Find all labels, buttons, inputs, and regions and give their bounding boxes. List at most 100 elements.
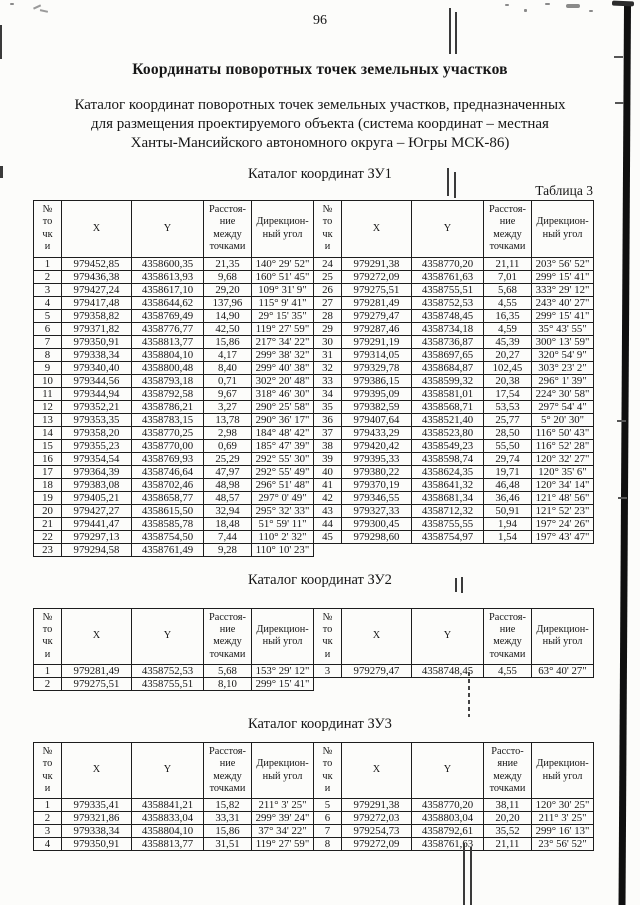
cell: 979291,38: [341, 256, 412, 271]
cell: 4358833,04: [131, 811, 204, 826]
cell: 979287,46: [341, 321, 412, 336]
table-label: Таблица 3: [535, 183, 593, 199]
cell: 23: [33, 542, 62, 557]
cell: 979344,94: [61, 386, 132, 401]
cell: 299° 16' 13": [531, 824, 594, 839]
scan-artifact: [463, 843, 465, 905]
document-title: Координаты поворотных точек земельных уч…: [132, 61, 508, 78]
column-header: X: [61, 200, 132, 258]
cell: 5° 20' 30": [531, 412, 594, 427]
column-header: X: [341, 200, 412, 258]
cell: 21,11: [483, 256, 532, 271]
cell: 38: [313, 438, 342, 453]
cell: 28,50: [483, 425, 532, 440]
cell: 290° 25' 58": [251, 399, 314, 414]
table-row: 6 979371,82 4358776,77 42,50 119° 27' 59" 29 9…: [33, 321, 594, 336]
cell: 979279,47: [341, 663, 412, 678]
cell: 3,27: [203, 399, 252, 414]
cell: 4358804,10: [131, 824, 204, 839]
section-zu3: Каталог координат ЗУ3 № то чк и X Y Расстоя…: [0, 716, 640, 852]
cell: 5: [313, 798, 342, 813]
coordinates-table-zu2: № то чк и X Y Расстоя- ние между точками Дир…: [33, 607, 594, 691]
cell: 18,48: [203, 516, 252, 531]
header-row: № то чк и X Y Расстоя- ние между точками Дир…: [33, 741, 594, 800]
cell: 7,44: [203, 529, 252, 544]
cell: 55,50: [483, 438, 532, 453]
cell: 120° 30' 25": [531, 798, 594, 813]
cell: 979354,54: [61, 451, 132, 466]
cell: 979338,34: [61, 347, 132, 362]
cell: 15,82: [203, 798, 252, 813]
cell: 203° 56' 52": [531, 256, 594, 271]
cell: 40: [313, 464, 342, 479]
column-header: X: [61, 741, 132, 800]
column-header: Y: [131, 200, 204, 258]
cell: 5,68: [203, 663, 252, 678]
cell: 38,11: [483, 798, 532, 813]
cell: 36: [313, 412, 342, 427]
column-header: № то чк и: [33, 607, 62, 665]
cell: 4358599,32: [411, 373, 484, 388]
cell: 4358702,46: [131, 477, 204, 492]
cell: 4358521,40: [411, 412, 484, 427]
cell: 4358786,21: [131, 399, 204, 414]
cell: 292° 55' 30": [251, 451, 314, 466]
cell: 6: [313, 811, 342, 826]
cell: 42,50: [203, 321, 252, 336]
cell: 1,94: [483, 516, 532, 531]
cell: 29° 15' 35": [251, 308, 314, 323]
cell: 19,71: [483, 464, 532, 479]
cell: 979314,05: [341, 347, 412, 362]
cell: 16,35: [483, 308, 532, 323]
cell: 34: [313, 386, 342, 401]
cell: 9,67: [203, 386, 252, 401]
section-zu2: Каталог координат ЗУ2 № то чк и X Y Расстоя…: [0, 572, 640, 691]
cell: 297° 54' 4": [531, 399, 594, 414]
header-row: № то чк и X Y Расстоя- ние между точками Дир…: [33, 200, 594, 258]
cell: 243° 40' 27": [531, 295, 594, 310]
cell: 979297,13: [61, 529, 132, 544]
cell: 4,55: [483, 295, 532, 310]
cell: 120° 32' 27": [531, 451, 594, 466]
table-caption-zu1: Каталог координат ЗУ1: [248, 166, 392, 183]
cell: 4358600,35: [131, 256, 204, 271]
cell: 31: [313, 347, 342, 362]
cell: 979272,09: [341, 837, 412, 852]
cell: 63° 40' 27": [531, 663, 594, 678]
cell: 4358681,34: [411, 490, 484, 505]
cell: 4358736,87: [411, 334, 484, 349]
scan-artifact: [614, 56, 623, 58]
cell: 4358748,45: [411, 663, 484, 678]
header-row: № то чк и X Y Расстоя- ние между точками Дир…: [33, 607, 594, 665]
cell: 299° 15' 41": [251, 676, 314, 691]
table-row: 14 979358,20 4358770,25 2,98 184° 48' 42" 37 9…: [33, 425, 594, 440]
column-header: Y: [411, 200, 484, 258]
cell: 296° 51' 48": [251, 477, 314, 492]
cell: 979441,47: [61, 516, 132, 531]
cell: 4358585,78: [131, 516, 204, 531]
cell: 48,98: [203, 477, 252, 492]
cell: 979358,82: [61, 308, 132, 323]
cell: 299° 40' 38": [251, 360, 314, 375]
cell: 116° 50' 43": [531, 425, 594, 440]
cell: 16: [33, 451, 62, 466]
cell: 116° 52' 28": [531, 438, 594, 453]
cell: 979279,47: [341, 308, 412, 323]
cell: 3: [313, 663, 342, 678]
table-row: 1 979335,41 4358841,21 15,82 211° 3' 25" 5 979…: [33, 798, 594, 813]
column-header: Расстоя- ние между точками: [203, 741, 252, 800]
section-zu1: Каталог координат ЗУ1 Таблица 3 № то чк …: [0, 166, 640, 557]
cell: 296° 1' 39": [531, 373, 594, 388]
cell: 27: [313, 295, 342, 310]
cell: 4358800,48: [131, 360, 204, 375]
cell: 299° 38' 32": [251, 347, 314, 362]
cell: 20,27: [483, 347, 532, 362]
cell: 4358769,49: [131, 308, 204, 323]
cell: 48,57: [203, 490, 252, 505]
cell: 4358755,51: [131, 676, 204, 691]
column-header: Y: [411, 741, 484, 800]
table-row: 11 979344,94 4358792,58 9,67 318° 46' 30" 34 9…: [33, 386, 594, 401]
cell: 4358752,53: [411, 295, 484, 310]
cell: [342, 543, 412, 556]
